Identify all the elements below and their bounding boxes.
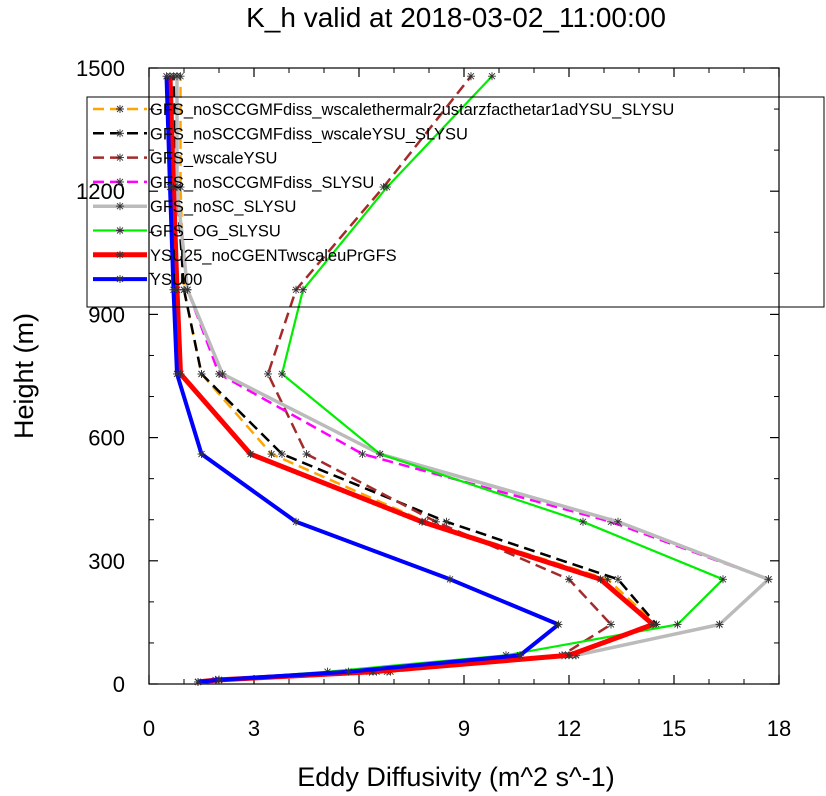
data-point-marker	[173, 369, 181, 378]
x-tick-label: 6	[353, 716, 365, 741]
data-point-marker	[614, 575, 622, 584]
data-point-marker	[173, 72, 181, 81]
data-point-marker	[166, 183, 174, 192]
series-line	[164, 76, 561, 684]
chart-title: K_h valid at 2018-03-02_11:00:00	[246, 2, 666, 33]
legend-label: YSU25_noCGENTwscaleuPrGFS	[150, 247, 397, 265]
data-point-marker	[565, 651, 573, 660]
data-point-marker	[467, 72, 475, 81]
data-point-marker	[516, 651, 524, 660]
data-point-marker	[554, 620, 563, 629]
y-tick-label: 1200	[76, 179, 125, 204]
legend-marker	[116, 105, 124, 113]
y-tick-label: 600	[88, 426, 125, 451]
plot-area: 0 3 6 9 12 15 18 0 300 600 900 1200 1500	[76, 56, 791, 741]
legend-box	[86, 96, 825, 308]
legend-label: GFS_noSC_SLYSU	[150, 198, 296, 216]
data-point-marker	[649, 620, 657, 629]
y-tick-label: 1500	[76, 56, 125, 81]
data-point-marker	[442, 517, 451, 526]
data-point-marker	[292, 517, 300, 526]
legend-marker	[116, 153, 124, 162]
data-point-marker	[246, 450, 255, 459]
y-axis-label: Height (m)	[9, 313, 39, 439]
x-tick-label: 0	[143, 716, 155, 741]
legend-label: GFS_noSCCGMFdiss_SLYSU	[150, 174, 374, 192]
data-point-marker	[715, 620, 724, 629]
x-tick-label: 15	[662, 716, 686, 741]
legend-label: GFS_wscaleYSU	[150, 150, 277, 168]
x-tick-label: 9	[458, 716, 470, 741]
x-axis-ticks: 0 3 6 9 12 15 18	[143, 68, 791, 741]
data-point-marker	[719, 575, 727, 584]
data-point-marker	[197, 369, 206, 378]
y-tick-label: 300	[88, 549, 125, 574]
data-point-marker	[162, 72, 171, 81]
y-axis-ticks: 0 300 600 900 1200 1500	[76, 56, 779, 697]
data-point-marker	[302, 450, 311, 459]
data-point-marker	[218, 369, 227, 378]
data-point-marker	[197, 450, 206, 459]
data-point-marker	[579, 517, 587, 526]
legend-marker	[116, 129, 124, 138]
data-point-marker	[607, 620, 615, 629]
data-point-marker	[607, 517, 615, 526]
data-point-marker	[376, 450, 384, 459]
data-point-marker	[194, 677, 202, 686]
data-point-marker	[673, 620, 682, 629]
data-point-marker	[432, 517, 440, 526]
legend: GFS_noSCCGMFdiss_wscalethermalr2ustarzfa…	[86, 96, 825, 308]
legend-marker	[116, 177, 124, 186]
data-point-marker	[565, 575, 573, 584]
data-point-marker	[278, 450, 286, 459]
data-point-marker	[488, 72, 496, 81]
data-point-marker	[764, 575, 773, 584]
legend-marker	[116, 275, 124, 284]
data-point-marker	[299, 285, 307, 294]
data-point-marker	[603, 575, 612, 584]
data-point-marker	[264, 369, 272, 378]
data-point-marker	[169, 285, 178, 294]
x-axis-label: Eddy Diffusivity (m^2 s^-1)	[297, 762, 614, 792]
legend-label: GFS_OG_SLYSU	[150, 223, 281, 241]
y-tick-label: 0	[113, 672, 125, 697]
data-point-marker	[383, 183, 391, 192]
data-point-marker	[614, 517, 622, 526]
y-tick-label: 900	[88, 302, 125, 327]
data-point-marker	[267, 450, 276, 459]
series-layer	[162, 72, 773, 686]
series-group	[162, 72, 563, 686]
data-point-marker	[418, 517, 426, 526]
data-point-marker	[278, 369, 286, 378]
data-point-marker	[596, 575, 605, 584]
legend-marker	[116, 226, 124, 235]
x-tick-label: 18	[767, 716, 791, 741]
x-tick-label: 12	[557, 716, 581, 741]
data-point-marker	[215, 675, 223, 684]
legend-label: GFS_noSCCGMFdiss_wscaleYSU_SLYSU	[150, 125, 468, 143]
data-point-marker	[344, 667, 353, 676]
data-point-marker	[358, 450, 367, 459]
legend-marker	[116, 202, 124, 211]
data-point-marker	[446, 575, 454, 584]
series-line	[197, 75, 613, 684]
data-point-marker	[292, 285, 300, 294]
legend-marker	[116, 250, 124, 259]
x-tick-label: 3	[248, 716, 260, 741]
legend-label: GFS_noSCCGMFdiss_wscalethermalr2ustarzfa…	[150, 101, 674, 119]
legend-label: YSU00	[150, 271, 202, 289]
data-point-marker	[369, 667, 377, 676]
data-point-marker	[183, 285, 192, 294]
